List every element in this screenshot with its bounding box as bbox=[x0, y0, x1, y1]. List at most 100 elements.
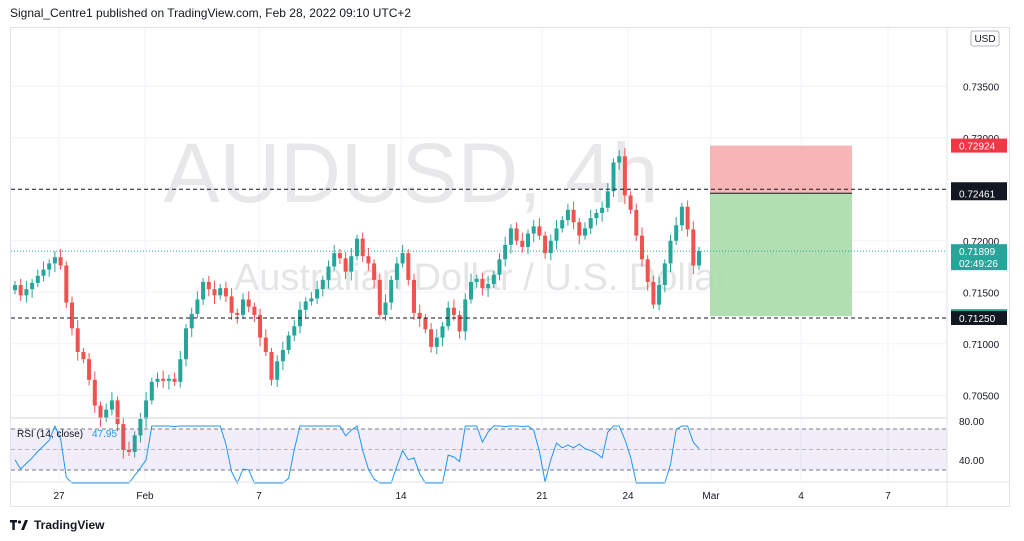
currency-label: USD bbox=[974, 34, 995, 45]
candle-body bbox=[87, 359, 92, 380]
candle-body bbox=[531, 226, 536, 234]
candle-body bbox=[377, 279, 382, 315]
candle-body bbox=[355, 238, 359, 257]
candle-body bbox=[229, 296, 234, 313]
candle-body bbox=[138, 418, 143, 436]
rsi-value: 47.95 bbox=[92, 429, 117, 440]
stop-badge: 0.72924 bbox=[959, 142, 996, 153]
last-price-badge: 0.71899 bbox=[959, 247, 996, 258]
candle-body bbox=[70, 302, 74, 329]
candle-body bbox=[491, 274, 496, 285]
candle-body bbox=[18, 285, 23, 296]
time-tick: 27 bbox=[53, 491, 65, 502]
candle-body bbox=[463, 299, 468, 332]
publisher-header: Signal_Centre1 published on TradingView.… bbox=[10, 6, 412, 20]
candle-body bbox=[309, 298, 314, 302]
candle-body bbox=[30, 282, 35, 290]
candle-body bbox=[571, 209, 576, 223]
candle-body bbox=[246, 299, 251, 307]
candle-body bbox=[258, 314, 263, 338]
currency-button[interactable] bbox=[970, 30, 1000, 47]
candle-body bbox=[697, 251, 701, 266]
candle-body bbox=[218, 288, 223, 296]
candle-body bbox=[577, 222, 582, 236]
candle-body bbox=[383, 302, 388, 315]
time-tick: Mar bbox=[702, 491, 720, 502]
candle-body bbox=[64, 265, 69, 303]
candle-body bbox=[144, 400, 149, 419]
countdown-badge: 02:49:26 bbox=[959, 259, 998, 270]
candle-body bbox=[178, 359, 183, 382]
candle-body bbox=[440, 326, 445, 338]
candle-body bbox=[526, 233, 530, 247]
candle-body bbox=[508, 228, 513, 245]
candle-body bbox=[332, 253, 337, 267]
price-badges: 0.729240.725000.724610.7189902:49:260.71… bbox=[951, 138, 1007, 325]
candle-body bbox=[691, 229, 696, 266]
time-tick: 14 bbox=[395, 491, 407, 502]
candle-body bbox=[514, 228, 519, 241]
candle-body bbox=[184, 328, 188, 360]
position-zones bbox=[710, 145, 852, 317]
candlesticks bbox=[13, 148, 701, 459]
chart-frame[interactable]: AUDUSD, 4h Australian Dollar / U.S. Doll… bbox=[10, 27, 1010, 507]
candle-body bbox=[685, 206, 690, 230]
stop-loss-zone bbox=[710, 145, 852, 194]
candle-body bbox=[565, 209, 570, 221]
candle-body bbox=[640, 235, 644, 260]
tradingview-logo-icon bbox=[10, 520, 28, 530]
candle-body bbox=[548, 240, 553, 254]
chart-canvas[interactable]: AUDUSD, 4h Australian Dollar / U.S. Doll… bbox=[11, 28, 1009, 506]
candle-body bbox=[662, 263, 667, 286]
candle-body bbox=[58, 257, 63, 266]
candle-body bbox=[594, 212, 599, 219]
candle-body bbox=[115, 400, 120, 425]
candle-body bbox=[320, 279, 325, 290]
footer-brand-text: TradingView bbox=[34, 518, 105, 532]
candle-body bbox=[24, 289, 29, 296]
time-tick: 7 bbox=[885, 491, 891, 502]
candle-body bbox=[668, 240, 673, 264]
candle-body bbox=[35, 275, 40, 283]
candle-body bbox=[195, 299, 200, 314]
candle-body bbox=[645, 259, 650, 282]
take-profit-zone bbox=[710, 193, 852, 317]
candle-body bbox=[583, 228, 587, 236]
candle-body bbox=[474, 278, 479, 282]
price-tick: 0.71000 bbox=[963, 340, 1000, 351]
candle-body bbox=[337, 253, 342, 259]
time-tick: Feb bbox=[136, 491, 154, 502]
candle-body bbox=[434, 337, 439, 347]
watermark-symbol: AUDUSD, 4h bbox=[164, 126, 659, 220]
candle-body bbox=[537, 226, 542, 236]
stop-badge-bg bbox=[951, 138, 1007, 153]
candle-body bbox=[303, 301, 308, 310]
candle-body bbox=[394, 263, 399, 280]
candle-body bbox=[372, 263, 377, 280]
candle-body bbox=[634, 209, 639, 236]
candle-body bbox=[657, 285, 662, 305]
candle-body bbox=[166, 378, 171, 381]
candle-body bbox=[349, 256, 354, 272]
candle-body bbox=[503, 244, 508, 260]
candle-body bbox=[212, 289, 217, 296]
candle-body bbox=[628, 195, 633, 210]
candle-body bbox=[81, 351, 86, 360]
candle-body bbox=[127, 449, 131, 452]
candle-body bbox=[611, 162, 616, 192]
candle-body bbox=[343, 258, 348, 272]
rsi-tick-80: 80.00 bbox=[959, 417, 984, 428]
time-tick: 7 bbox=[256, 491, 262, 502]
candle-body bbox=[423, 318, 428, 330]
candle-body bbox=[189, 313, 194, 329]
candle-body bbox=[617, 156, 622, 163]
candle-body bbox=[121, 424, 126, 450]
time-axis: 27 Feb 7 14 21 24 Mar 4 7 bbox=[53, 491, 891, 502]
candle-body bbox=[326, 266, 331, 280]
candle-body bbox=[469, 281, 473, 300]
rsi-line bbox=[14, 424, 700, 485]
candle-body bbox=[497, 259, 502, 275]
candle-body bbox=[366, 256, 371, 264]
rsi-tick-40: 40.00 bbox=[959, 456, 984, 467]
footer-brand[interactable]: TradingView bbox=[10, 518, 104, 532]
